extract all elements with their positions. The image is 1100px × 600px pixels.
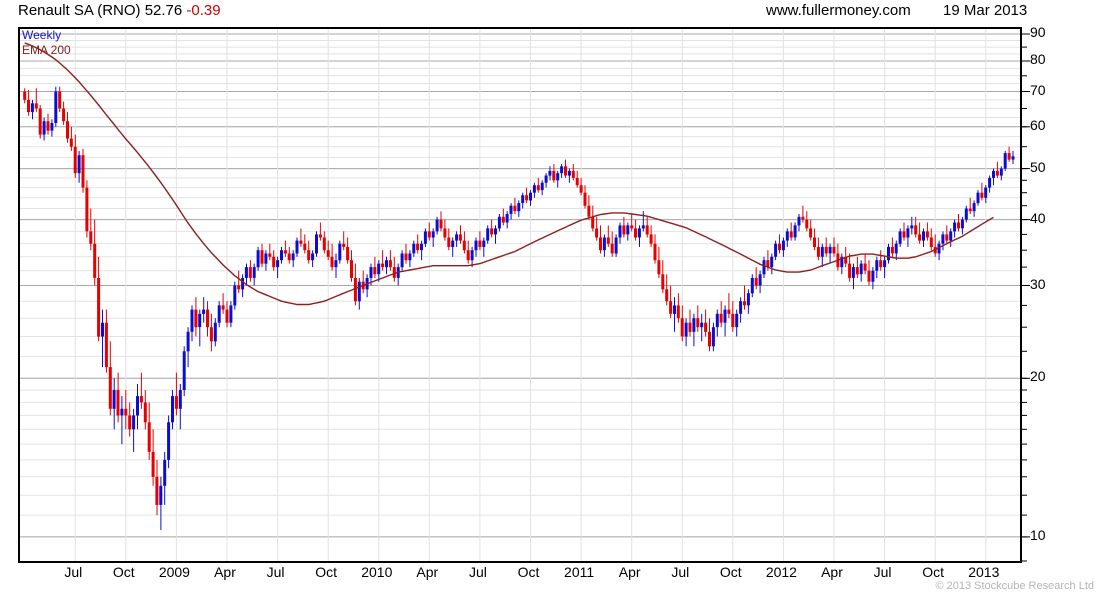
x-axis-label: 2010: [361, 564, 393, 580]
x-axis-label: 2012: [765, 564, 797, 580]
y-axis-label: 20: [1030, 368, 1046, 385]
x-axis-label: Apr: [618, 564, 641, 580]
legend-ema-overlay: EMA 200: [22, 43, 71, 57]
y-axis-label: 40: [1030, 209, 1046, 226]
x-axis-label: Oct: [719, 564, 742, 580]
legend-frequency: Weekly: [22, 28, 62, 42]
source-url: www.fullermoney.com: [766, 2, 911, 19]
x-axis-label: 2011: [564, 564, 595, 580]
x-axis-label: Jul: [671, 564, 690, 580]
chart-title: Renault SA (RNO) 52.76 -0.39: [18, 2, 221, 22]
y-axis-label: 70: [1030, 81, 1046, 98]
y-axis-ticks: [1022, 33, 1030, 562]
x-axis-label: 2009: [158, 564, 190, 580]
y-axis-label: 60: [1030, 116, 1046, 133]
y-axis-label: 50: [1030, 158, 1046, 175]
x-axis-label: Jul: [468, 564, 487, 580]
x-axis-label: Apr: [214, 564, 236, 580]
price-chart-svg: [20, 29, 1020, 561]
x-axis-label: Oct: [112, 564, 135, 580]
x-axis-label: Oct: [315, 564, 338, 580]
plot-inner: [20, 29, 1020, 561]
y-axis-label: 80: [1030, 51, 1046, 67]
y-axis-label: 30: [1030, 275, 1046, 292]
chart-date: 19 Mar 2013: [943, 2, 1028, 19]
x-axis-label: Oct: [922, 564, 945, 580]
x-axis-label: Jul: [266, 564, 285, 580]
x-axis-label: Apr: [821, 564, 843, 580]
price-change: -0.39: [186, 2, 221, 19]
plot-area: [18, 27, 1022, 563]
x-axis-label: Apr: [416, 564, 439, 580]
x-axis-label: Oct: [517, 564, 540, 580]
x-axis-label: 2013: [968, 564, 1000, 580]
y-axis-label: 90: [1030, 24, 1046, 40]
copyright-notice: © 2013 Stockcube Research Ltd: [935, 580, 1094, 592]
instrument-label: Renault SA (RNO) 52.76: [18, 2, 183, 19]
x-axis-label: Jul: [64, 564, 83, 580]
y-axis-label: 10: [1030, 526, 1046, 543]
x-axis-label: Jul: [873, 564, 892, 580]
